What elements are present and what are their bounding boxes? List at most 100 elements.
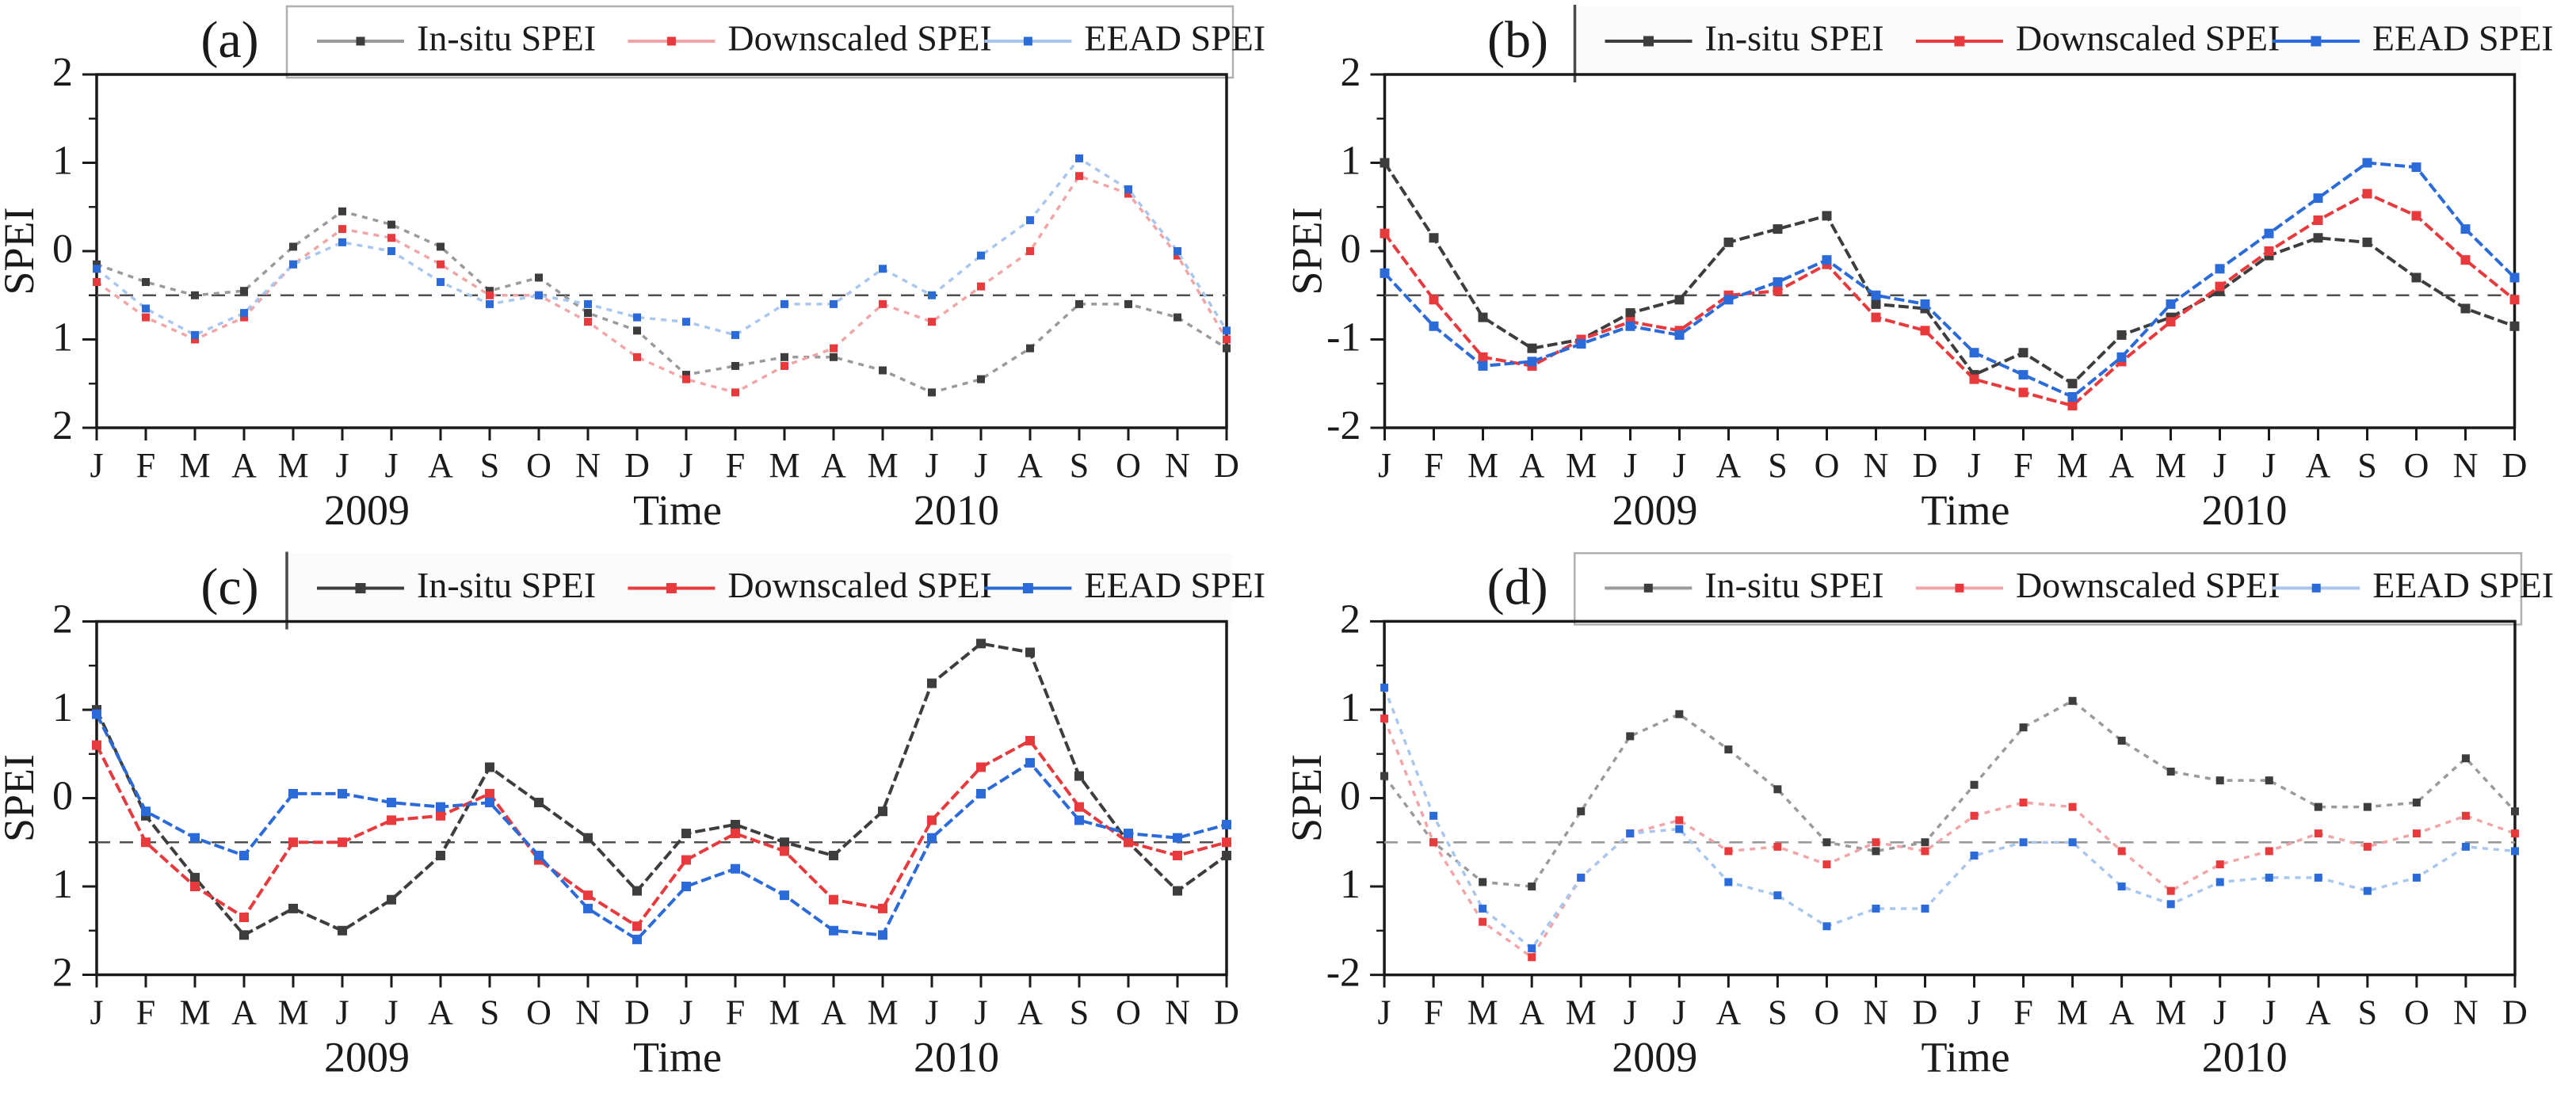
series-marker-0 — [387, 894, 396, 905]
series-marker-1 — [2460, 255, 2471, 265]
x-tick-label: A — [428, 993, 453, 1032]
series-marker-1 — [632, 921, 642, 932]
series-marker-0 — [879, 366, 887, 375]
series-marker-0 — [437, 242, 445, 251]
series-marker-0 — [1429, 233, 1439, 243]
x-tick-label: F — [726, 993, 745, 1032]
y-tick-label: 0 — [52, 773, 73, 818]
series-marker-0 — [731, 819, 740, 829]
x-tick-label: J — [1378, 993, 1391, 1032]
x-tick-label: J — [2262, 993, 2276, 1032]
series-marker-1 — [1380, 715, 1389, 723]
series-marker-1 — [387, 234, 395, 242]
series-marker-0 — [535, 273, 543, 282]
series-marker-2 — [780, 890, 789, 901]
series-marker-0 — [878, 806, 887, 817]
series-marker-1 — [633, 353, 641, 361]
x-tick-label: J — [2213, 993, 2227, 1032]
series-marker-0 — [1921, 838, 1929, 847]
legend-marker-2 — [2311, 583, 2321, 593]
series-marker-2 — [1025, 757, 1035, 768]
series-marker-0 — [1822, 211, 1832, 221]
series-marker-1 — [191, 335, 199, 344]
series-marker-0 — [1025, 647, 1035, 658]
x-tick-label: D — [1214, 993, 1239, 1032]
series-marker-2 — [338, 788, 347, 799]
y-tick-label: 1 — [1341, 138, 1361, 183]
series-marker-2 — [1380, 684, 1389, 692]
x-tick-label: J — [335, 993, 349, 1032]
series-marker-0 — [1026, 344, 1034, 353]
legend-label-0: In-situ SPEI — [417, 18, 596, 59]
y-tick-label: 1 — [52, 314, 73, 360]
series-marker-2 — [1429, 811, 1438, 820]
x-tick-label: F — [136, 446, 155, 485]
series-line-1 — [1383, 718, 2516, 959]
y-tick-label: 2 — [52, 403, 73, 448]
series-marker-2 — [1577, 873, 1586, 882]
legend-label-0: In-situ SPEI — [1704, 565, 1883, 605]
series-marker-0 — [1380, 772, 1389, 780]
series-marker-1 — [829, 894, 838, 905]
x-tick-label: J — [1378, 446, 1391, 485]
x-tick-label: J — [925, 446, 938, 485]
x-tick-label: M — [867, 993, 898, 1032]
x-axis-title: Time — [1921, 486, 2009, 534]
x-tick-label: A — [2109, 993, 2135, 1032]
x-tick-label: M — [179, 993, 210, 1032]
legend-marker-0 — [1643, 36, 1654, 47]
series-marker-2 — [485, 798, 494, 808]
series-marker-2 — [633, 313, 641, 322]
series-marker-1 — [2509, 295, 2520, 305]
x-tick-label: O — [526, 993, 551, 1032]
x-tick-label: J — [679, 993, 693, 1032]
x-tick-label: F — [136, 993, 155, 1032]
x-tick-label: J — [90, 993, 103, 1032]
x-tick-label: N — [1165, 446, 1190, 485]
series-marker-1 — [387, 815, 396, 825]
series-marker-2 — [288, 788, 298, 799]
series-marker-0 — [1724, 745, 1733, 754]
year-label-2009: 2009 — [324, 486, 410, 534]
series-marker-1 — [2019, 799, 2028, 807]
legend: In-situ SPEI Downscaled SPEI EEAD SPEI — [1573, 5, 2554, 82]
x-tick-label: J — [974, 993, 987, 1032]
x-tick-label: J — [1673, 446, 1686, 485]
x-tick-label: O — [1116, 993, 1141, 1032]
series-marker-1 — [1026, 247, 1034, 255]
series-marker-2 — [239, 850, 249, 860]
series-marker-1 — [2265, 847, 2273, 856]
series-marker-2 — [1479, 904, 1487, 913]
series-marker-0 — [780, 837, 789, 848]
x-tick-label: O — [1116, 446, 1141, 485]
series-marker-2 — [1124, 829, 1133, 839]
series-marker-2 — [240, 309, 248, 318]
x-tick-label: M — [867, 446, 898, 485]
series-marker-2 — [632, 934, 642, 944]
series-marker-1 — [878, 903, 887, 913]
x-tick-label: M — [277, 993, 308, 1032]
series-marker-0 — [1626, 732, 1635, 741]
series-marker-1 — [2264, 246, 2274, 256]
series-marker-2 — [1822, 922, 1831, 931]
series-marker-1 — [2363, 842, 2372, 851]
x-tick-label: N — [575, 446, 601, 485]
series-marker-0 — [1528, 882, 1536, 891]
x-tick-label: J — [1624, 993, 1637, 1032]
series-marker-2 — [2116, 352, 2127, 362]
panel-a: (a) In-situ SPEI Downscaled SPEI EEAD SPEI 2… — [0, 0, 1288, 547]
y-tick-label: -2 — [1326, 951, 1361, 996]
x-tick-label: F — [1424, 446, 1443, 485]
series-line-0 — [96, 209, 1227, 395]
series-line-2 — [1383, 161, 2516, 399]
year-label-2009: 2009 — [324, 1034, 410, 1081]
series-marker-0 — [2461, 754, 2470, 763]
series-marker-0 — [2314, 802, 2322, 811]
series-marker-0 — [2363, 802, 2372, 811]
series-marker-0 — [1380, 158, 1390, 168]
x-tick-label: S — [2357, 446, 2376, 485]
series-marker-0 — [2265, 776, 2273, 785]
series-marker-2 — [1074, 815, 1084, 825]
series-marker-2 — [977, 251, 985, 260]
series-marker-1 — [927, 815, 937, 825]
